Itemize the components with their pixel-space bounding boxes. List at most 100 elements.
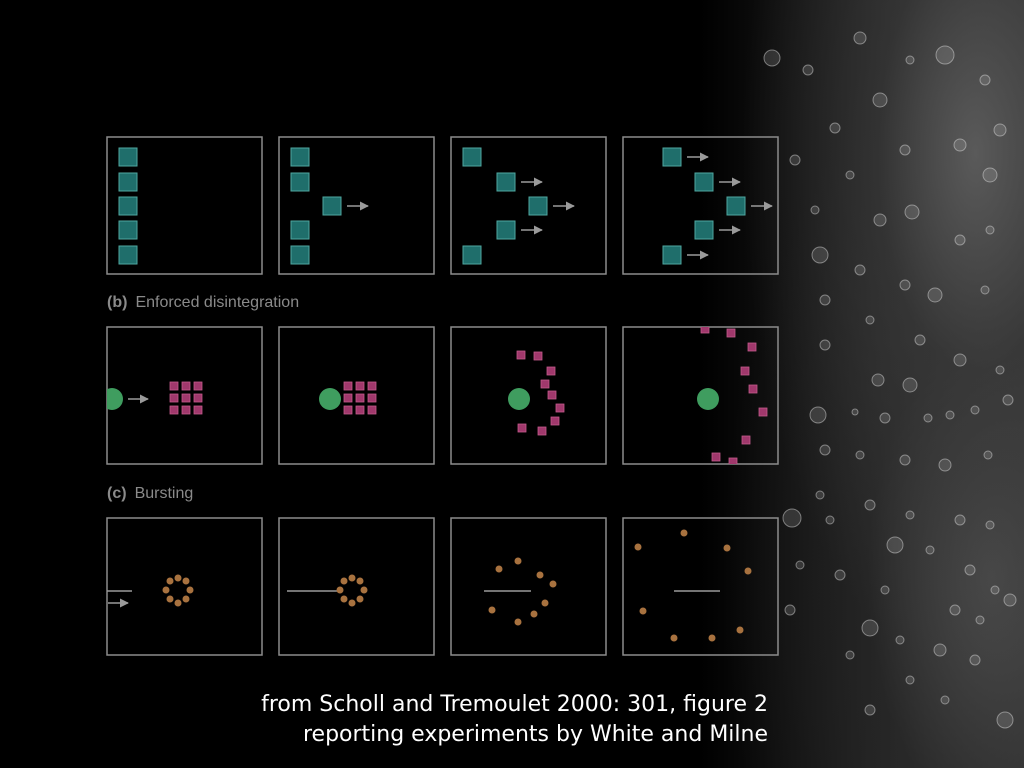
- teal-square: [528, 196, 548, 216]
- brown-dot: [166, 595, 174, 603]
- magenta-square: [533, 351, 543, 361]
- row-c-label: (c) Bursting: [107, 485, 193, 503]
- magenta-square: [550, 416, 560, 426]
- teal-square: [118, 172, 138, 192]
- magenta-square: [181, 393, 191, 403]
- panel-a4: [622, 136, 779, 275]
- row-c-title: Bursting: [134, 485, 194, 502]
- panel-a1: [106, 136, 263, 275]
- teal-square: [118, 220, 138, 240]
- magenta-square: [193, 393, 203, 403]
- brown-dot: [166, 577, 174, 585]
- brown-dot: [360, 586, 368, 594]
- magenta-square: [537, 426, 547, 436]
- brown-dot: [356, 595, 364, 603]
- magenta-square: [193, 405, 203, 415]
- magenta-square: [355, 405, 365, 415]
- brown-dot: [186, 586, 194, 594]
- magenta-square: [169, 393, 179, 403]
- magenta-square: [355, 381, 365, 391]
- brown-dot: [348, 599, 356, 607]
- teal-square: [496, 220, 516, 240]
- magenta-square: [741, 435, 751, 445]
- teal-square: [662, 147, 682, 167]
- brown-dot: [182, 577, 190, 585]
- magenta-square: [343, 393, 353, 403]
- magenta-square: [546, 366, 556, 376]
- brown-dot: [174, 574, 182, 582]
- brown-dot: [549, 580, 557, 588]
- teal-square: [726, 196, 746, 216]
- panel-b2: [278, 326, 435, 465]
- magenta-square: [711, 452, 721, 462]
- magenta-square: [728, 457, 738, 464]
- teal-square: [118, 147, 138, 167]
- magenta-square: [367, 393, 377, 403]
- panel-c1: [106, 517, 263, 656]
- brown-dot: [541, 599, 549, 607]
- row-b-title: Enforced disintegration: [135, 294, 300, 311]
- teal-square: [462, 245, 482, 265]
- caption-line-2: reporting experiments by White and Milne: [302, 722, 768, 747]
- brown-dot: [634, 543, 642, 551]
- magenta-square: [181, 381, 191, 391]
- teal-square: [118, 245, 138, 265]
- brown-dot: [530, 610, 538, 618]
- green-circle: [697, 388, 719, 410]
- teal-square: [662, 245, 682, 265]
- brown-dot: [356, 577, 364, 585]
- teal-square: [496, 172, 516, 192]
- magenta-square: [516, 350, 526, 360]
- magenta-square: [740, 366, 750, 376]
- row-b-letter: (b): [107, 294, 128, 311]
- magenta-square: [517, 423, 527, 433]
- brown-dot: [174, 599, 182, 607]
- magenta-square: [355, 393, 365, 403]
- brown-dot: [336, 586, 344, 594]
- caption-line-1: from Scholl and Tremoulet 2000: 301, fig…: [261, 692, 768, 717]
- row-b-panels: [106, 326, 779, 465]
- panel-c3: [450, 517, 607, 656]
- brown-dot: [680, 529, 688, 537]
- magenta-square: [367, 381, 377, 391]
- panel-a3: [450, 136, 607, 275]
- teal-square: [118, 196, 138, 216]
- brown-dot: [348, 574, 356, 582]
- brown-dot: [162, 586, 170, 594]
- magenta-square: [367, 405, 377, 415]
- magenta-square: [181, 405, 191, 415]
- row-c-panels: [106, 517, 779, 656]
- teal-square: [290, 172, 310, 192]
- panel-b4: [622, 326, 779, 465]
- green-circle: [107, 388, 123, 410]
- teal-square: [290, 220, 310, 240]
- brown-dot: [514, 557, 522, 565]
- brown-dot: [536, 571, 544, 579]
- teal-square: [290, 147, 310, 167]
- magenta-square: [700, 327, 710, 334]
- teal-square: [322, 196, 342, 216]
- magenta-square: [169, 405, 179, 415]
- teal-square: [462, 147, 482, 167]
- brown-dot: [744, 567, 752, 575]
- dewdrop-background: [700, 0, 1024, 768]
- magenta-square: [555, 403, 565, 413]
- brown-dot: [708, 634, 716, 642]
- brown-dot: [182, 595, 190, 603]
- brown-dot: [514, 618, 522, 626]
- brown-dot: [639, 607, 647, 615]
- brown-dot: [495, 565, 503, 573]
- magenta-square: [547, 390, 557, 400]
- brown-dot: [340, 595, 348, 603]
- row-a-panels: [106, 136, 779, 275]
- figure-caption: from Scholl and Tremoulet 2000: 301, fig…: [261, 690, 768, 750]
- green-circle: [319, 388, 341, 410]
- row-c-letter: (c): [107, 485, 127, 502]
- panel-b3: [450, 326, 607, 465]
- brown-dot: [340, 577, 348, 585]
- magenta-square: [169, 381, 179, 391]
- panel-c2: [278, 517, 435, 656]
- magenta-square: [726, 328, 736, 338]
